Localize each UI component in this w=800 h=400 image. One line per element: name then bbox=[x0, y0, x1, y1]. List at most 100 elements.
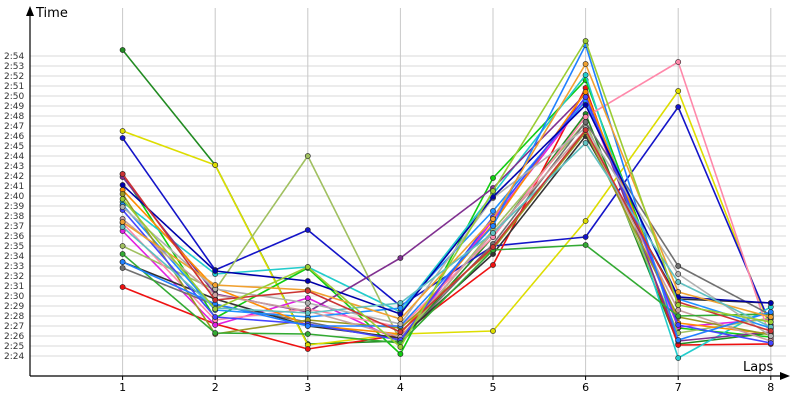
x-axis-arrow bbox=[780, 372, 790, 380]
y-tick-label: 2:46 bbox=[4, 132, 24, 142]
y-tick-label: 2:36 bbox=[4, 232, 24, 242]
data-point bbox=[304, 323, 311, 329]
data-point bbox=[304, 278, 311, 284]
data-point bbox=[119, 224, 126, 230]
data-point bbox=[582, 114, 589, 120]
series-line bbox=[122, 104, 771, 315]
y-tick-label: 2:45 bbox=[4, 142, 24, 152]
data-point bbox=[304, 331, 311, 337]
y-tick-label: 2:52 bbox=[4, 72, 24, 82]
data-point bbox=[304, 153, 311, 159]
data-point bbox=[119, 47, 126, 53]
data-point bbox=[767, 340, 774, 346]
data-point bbox=[119, 182, 126, 188]
data-point bbox=[490, 328, 496, 334]
data-point bbox=[119, 243, 126, 249]
data-point bbox=[304, 300, 311, 306]
y-tick-label: 2:47 bbox=[4, 122, 24, 132]
series-line bbox=[122, 44, 772, 341]
y-tick-label: 2:38 bbox=[4, 212, 24, 222]
data-point bbox=[490, 188, 496, 194]
data-point bbox=[119, 284, 126, 290]
data-point bbox=[397, 321, 404, 327]
data-point bbox=[582, 140, 589, 146]
data-point bbox=[212, 297, 219, 303]
y-tick-label: 2:48 bbox=[4, 112, 24, 122]
data-point bbox=[119, 251, 126, 257]
y-tick-label: 2:51 bbox=[4, 82, 24, 92]
data-point bbox=[304, 295, 311, 301]
data-point bbox=[397, 305, 404, 311]
series-layer bbox=[119, 38, 774, 361]
data-point bbox=[304, 264, 311, 270]
data-point bbox=[212, 314, 219, 320]
x-tick-label: 2 bbox=[212, 381, 219, 394]
data-point bbox=[582, 102, 589, 108]
data-point bbox=[582, 94, 589, 100]
data-point bbox=[582, 89, 589, 95]
data-point bbox=[767, 328, 774, 334]
data-point bbox=[397, 329, 404, 335]
data-point bbox=[675, 104, 682, 110]
data-point bbox=[119, 219, 126, 225]
data-point bbox=[582, 242, 589, 248]
y-tick-label: 2:53 bbox=[4, 62, 24, 72]
data-point bbox=[582, 218, 589, 224]
series-line bbox=[122, 244, 771, 344]
y-axis-arrow bbox=[26, 6, 34, 16]
data-point bbox=[119, 196, 126, 202]
series-line bbox=[122, 127, 772, 337]
data-point bbox=[675, 88, 682, 94]
data-point bbox=[767, 319, 774, 325]
series-line bbox=[122, 91, 771, 335]
data-point bbox=[675, 59, 682, 65]
data-point bbox=[582, 72, 589, 78]
y-tick-label: 2:43 bbox=[4, 162, 24, 172]
y-tick-label: 2:54 bbox=[4, 52, 24, 62]
y-tick-label: 2:42 bbox=[4, 172, 24, 182]
x-tick-label: 1 bbox=[119, 381, 126, 394]
data-point bbox=[119, 171, 126, 177]
data-point bbox=[119, 191, 126, 197]
data-point bbox=[304, 288, 311, 294]
series-line bbox=[121, 93, 771, 342]
y-tick-label: 2:26 bbox=[4, 332, 24, 342]
data-point bbox=[582, 127, 589, 133]
data-point bbox=[582, 119, 589, 125]
y-tick-label: 2:29 bbox=[4, 302, 24, 312]
y-tick-label: 2:33 bbox=[4, 262, 24, 272]
data-point bbox=[490, 230, 496, 236]
data-point bbox=[490, 244, 496, 250]
y-tick-label: 2:24 bbox=[4, 352, 24, 362]
y-tick-label: 2:35 bbox=[4, 242, 24, 252]
series-line bbox=[121, 96, 771, 344]
y-tick-label: 2:34 bbox=[4, 252, 24, 262]
data-point bbox=[490, 216, 496, 222]
data-point bbox=[490, 262, 496, 268]
x-tick-label: 4 bbox=[397, 381, 404, 394]
data-point bbox=[767, 309, 774, 315]
data-point bbox=[397, 300, 404, 306]
y-tick-label: 2:30 bbox=[4, 292, 24, 302]
data-point bbox=[119, 128, 126, 134]
data-point bbox=[397, 311, 404, 317]
data-point bbox=[582, 61, 589, 67]
data-point bbox=[675, 302, 682, 308]
data-point bbox=[675, 271, 682, 277]
x-tick-labels: 1 2 3 4 5 6 7 8 bbox=[119, 381, 774, 394]
data-point bbox=[397, 344, 404, 350]
y-tick-label: 2:28 bbox=[4, 312, 24, 322]
data-point bbox=[675, 337, 682, 343]
data-point bbox=[304, 346, 311, 352]
series-line bbox=[122, 90, 772, 346]
y-tick-label: 2:50 bbox=[4, 92, 24, 102]
x-tick-label: 7 bbox=[675, 381, 682, 394]
data-point bbox=[119, 204, 126, 210]
axes bbox=[26, 6, 790, 380]
data-point bbox=[767, 314, 774, 320]
data-point bbox=[490, 175, 496, 181]
y-tick-label: 2:41 bbox=[4, 182, 24, 192]
y-tick-label: 2:37 bbox=[4, 222, 24, 232]
data-point bbox=[397, 351, 404, 357]
